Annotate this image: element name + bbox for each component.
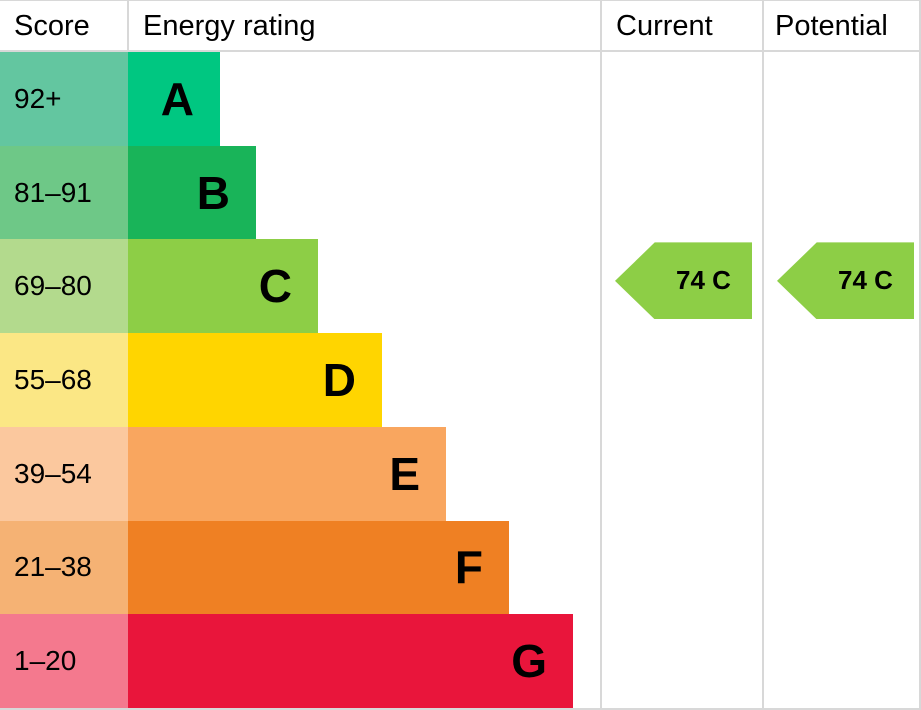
rating-bar-e: E xyxy=(128,426,446,521)
potential-rating-arrow: 74 C xyxy=(777,242,914,320)
band-row-f: 21–38 F xyxy=(0,520,600,615)
rating-band-rows: 92+ A 81–91 B 69–80 C 55–68 D 39–54 E 21–38 F 1–20 G xyxy=(0,52,600,709)
rating-bar-b: B xyxy=(128,145,256,240)
rating-bar-g: G xyxy=(128,614,573,709)
current-column-divider xyxy=(600,0,602,710)
score-range-g: 1–20 xyxy=(0,614,128,709)
band-row-b: 81–91 B xyxy=(0,145,600,240)
band-letter-c: C xyxy=(258,260,292,313)
band-row-e: 39–54 E xyxy=(0,426,600,521)
score-range-b: 81–91 xyxy=(0,145,128,240)
column-header-current: Current xyxy=(616,10,713,42)
current-rating-label: 74 C xyxy=(676,265,731,296)
band-letter-a: A xyxy=(160,72,194,125)
column-header-score: Score xyxy=(14,10,90,42)
score-range-e: 39–54 xyxy=(0,426,128,521)
current-rating-arrow: 74 C xyxy=(615,242,752,320)
rating-bar-f: F xyxy=(128,520,509,615)
band-row-c: 69–80 C xyxy=(0,239,600,334)
table-bottom-border xyxy=(0,708,921,710)
band-letter-e: E xyxy=(389,447,420,500)
band-letter-f: F xyxy=(454,541,483,594)
band-letter-b: B xyxy=(196,166,230,219)
potential-column-divider xyxy=(762,0,764,710)
column-header-energy-rating: Energy rating xyxy=(143,10,316,42)
column-header-potential: Potential xyxy=(775,10,888,42)
table-top-border xyxy=(0,0,921,1)
header-bottom-border xyxy=(0,50,921,52)
score-range-d: 55–68 xyxy=(0,333,128,427)
rating-bar-c: C xyxy=(128,239,318,334)
potential-rating-label: 74 C xyxy=(838,265,893,296)
table-right-border xyxy=(919,0,921,710)
score-column-divider xyxy=(127,0,129,50)
band-row-a: 92+ A xyxy=(0,52,600,146)
score-range-f: 21–38 xyxy=(0,520,128,615)
score-range-c: 69–80 xyxy=(0,239,128,334)
band-row-g: 1–20 G xyxy=(0,614,600,709)
band-letter-d: D xyxy=(322,354,356,407)
band-row-d: 55–68 D xyxy=(0,333,600,427)
band-letter-g: G xyxy=(511,635,547,688)
score-range-a: 92+ xyxy=(0,52,128,146)
rating-bar-a: A xyxy=(128,52,220,146)
rating-bar-d: D xyxy=(128,333,382,427)
